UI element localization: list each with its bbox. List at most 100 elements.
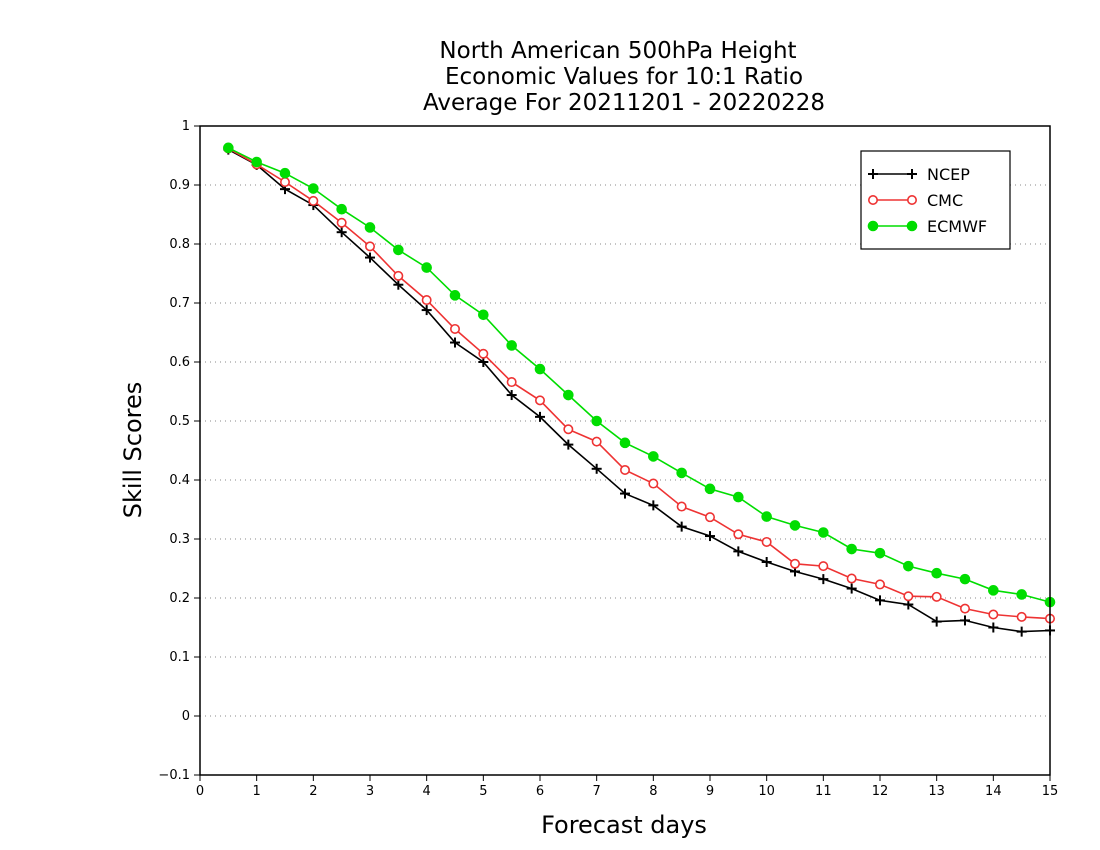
data-point-cmc	[903, 591, 914, 602]
data-point-ecmwf	[988, 585, 999, 596]
chart-title: North American 500hPa Height Economic Va…	[423, 38, 825, 116]
chart-title-line-1: North American 500hPa Height	[439, 38, 796, 64]
data-point-ncep	[733, 546, 744, 557]
data-point-cmc	[619, 464, 630, 475]
legend-marker-cmc	[867, 195, 878, 206]
data-point-ncep	[931, 616, 942, 627]
data-point-ncep	[620, 488, 630, 499]
series-line-ncep	[227, 148, 1051, 633]
data-point-ncep	[450, 337, 460, 348]
legend-item-ecmwf: ECMWF	[867, 217, 987, 236]
x-axis: 0 1 2 3 4 5 6 7 8 9 10 11 12 13 14 15	[196, 775, 1058, 799]
series-cmc	[223, 143, 1056, 624]
legend-marker-cmc	[906, 195, 917, 206]
data-point-cmc	[931, 591, 942, 602]
x-tick-label: 9	[706, 784, 714, 799]
data-point-cmc	[874, 579, 885, 590]
data-point-ecmwf	[874, 547, 886, 559]
data-point-ecmwf	[449, 290, 461, 301]
data-point-cmc	[308, 195, 319, 206]
data-point-ncep	[365, 252, 375, 263]
data-point-ecmwf	[364, 222, 376, 233]
data-point-ncep	[846, 583, 857, 594]
plot-frame	[199, 125, 1051, 776]
legend-item-cmc: CMC	[867, 191, 963, 210]
data-point-cmc	[393, 270, 404, 281]
legend: NCEP CMC ECMWF	[860, 150, 1011, 250]
data-point-ecmwf	[308, 183, 319, 194]
data-point-ncep	[676, 521, 687, 532]
x-tick-label: 15	[1042, 784, 1059, 799]
y-tick-label: 0.3	[169, 532, 190, 547]
x-tick-label: 11	[815, 784, 832, 799]
x-tick-label: 2	[309, 784, 317, 799]
data-point-cmc	[648, 478, 659, 489]
data-point-ecmwf	[761, 511, 772, 522]
data-point-ecmwf	[733, 491, 744, 503]
data-point-ecmwf	[846, 543, 857, 555]
x-tick-label: 5	[479, 784, 487, 799]
data-point-cmc	[478, 348, 489, 359]
y-tick-label: −0.1	[158, 768, 190, 783]
data-point-cmc	[364, 241, 375, 252]
data-point-cmc	[506, 377, 517, 388]
y-tick-label: 1	[182, 119, 190, 134]
x-tick-label: 10	[758, 784, 775, 799]
data-point-ncep	[421, 305, 432, 316]
y-tick-label: 0.6	[169, 355, 190, 370]
x-tick-label: 4	[423, 784, 431, 799]
x-tick-label: 1	[253, 784, 261, 799]
data-point-ecmwf	[903, 560, 914, 572]
data-point-ncep	[535, 411, 545, 422]
chart-title-line-3: Average For 20211201 - 20220228	[423, 90, 825, 116]
data-point-ecmwf	[421, 262, 432, 273]
data-point-ncep	[648, 500, 659, 511]
data-point-ecmwf	[1016, 589, 1027, 600]
data-point-ncep	[506, 390, 517, 401]
data-point-ecmwf	[279, 167, 291, 179]
chart-title-line-2: Economic Values for 10:1 Ratio	[445, 64, 803, 90]
data-point-cmc	[591, 436, 602, 447]
data-point-ncep	[818, 574, 829, 585]
data-point-cmc	[846, 573, 857, 584]
data-point-cmc	[818, 561, 829, 572]
data-point-ecmwf	[393, 244, 404, 256]
legend-marker-ecmwf	[906, 220, 918, 232]
data-point-ecmwf	[648, 451, 659, 462]
data-point-ecmwf	[591, 415, 602, 427]
legend-marker-ncep	[868, 169, 878, 179]
y-axis: −0.1 0 0.1 0.2 0.3 0.4 0.5 0.6 0.7 0.8 0.9 1	[158, 119, 200, 783]
data-point-cmc	[449, 323, 460, 334]
data-point-ncep	[1016, 626, 1027, 637]
data-point-cmc	[761, 536, 772, 547]
data-point-ecmwf	[534, 363, 546, 375]
legend-label-cmc: CMC	[927, 191, 963, 210]
data-point-ncep	[393, 279, 404, 290]
data-point-cmc	[336, 217, 347, 228]
data-point-cmc	[733, 529, 744, 540]
data-point-ncep	[761, 557, 772, 568]
x-axis-title: Forecast days	[541, 811, 707, 839]
data-point-cmc	[563, 424, 574, 435]
plot-area	[223, 142, 1056, 637]
x-tick-label: 6	[536, 784, 544, 799]
data-point-cmc	[959, 603, 970, 614]
data-point-ecmwf	[619, 437, 631, 449]
y-tick-label: 0.5	[169, 414, 190, 429]
legend-marker-ecmwf	[867, 220, 879, 232]
data-point-cmc	[534, 395, 545, 406]
data-point-cmc	[704, 512, 715, 523]
data-point-ecmwf	[563, 389, 574, 401]
data-point-cmc	[1016, 611, 1027, 622]
y-axis-title: Skill Scores	[119, 382, 147, 519]
data-point-ecmwf	[704, 483, 716, 495]
data-point-cmc	[421, 295, 432, 306]
data-point-cmc	[279, 177, 290, 188]
x-tick-label: 14	[985, 784, 1002, 799]
y-tick-label: 0.7	[169, 296, 190, 311]
x-tick-label: 8	[649, 784, 657, 799]
x-tick-label: 0	[196, 784, 204, 799]
data-point-ecmwf	[789, 520, 801, 531]
gridlines	[200, 184, 1050, 717]
